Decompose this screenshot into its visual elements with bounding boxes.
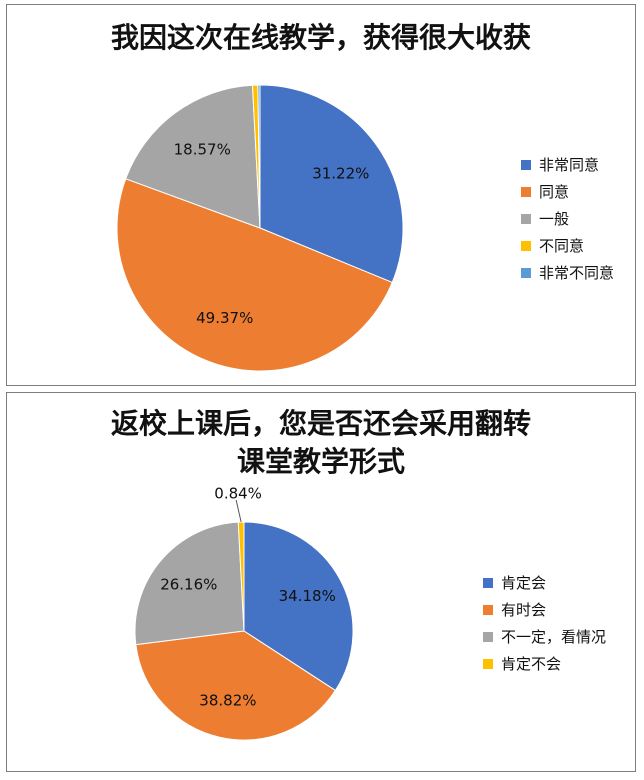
data-label: 34.18% — [279, 587, 336, 605]
legend-item: 一般 — [521, 205, 614, 232]
legend: 肯定会有时会不一定，看情况 肯定不会 — [483, 569, 606, 677]
legend-label: 不一定，看情况 — [501, 628, 607, 646]
legend-label: 一般 — [539, 210, 570, 228]
pie-slice — [259, 84, 404, 284]
legend-item: 非常不同意 — [521, 259, 614, 286]
legend-swatch — [483, 577, 493, 588]
chart-title-line-2: 课堂教学形式 — [236, 445, 405, 478]
legend-swatch — [521, 159, 531, 170]
pie-slice — [116, 178, 393, 372]
pie-slice — [125, 84, 261, 229]
legend-swatch — [483, 658, 493, 669]
pie-slice — [135, 630, 337, 741]
legend-swatch — [483, 631, 493, 642]
data-label: 0.84% — [214, 485, 262, 503]
chart-panel-1: 我因这次在线教学，获得很大收获 31.22% 49.37% 18.57% 非常同意同… — [6, 4, 636, 386]
data-label: 26.16% — [160, 575, 217, 593]
data-label: 31.22% — [312, 164, 369, 182]
data-label: 38.82% — [199, 692, 256, 710]
data-label: 18.57% — [174, 140, 231, 158]
legend-item: 肯定会 — [483, 569, 606, 596]
legend-label: 肯定会 — [501, 574, 547, 592]
legend-label: 非常不同意 — [539, 264, 615, 282]
legend-item: 肯定不会 — [483, 650, 606, 677]
legend-label: 不同意 — [539, 237, 585, 255]
pie-slice — [134, 521, 245, 646]
legend: 非常同意同意一般不同意非常不同意 — [521, 151, 614, 286]
chart-panel-2: 返校上课后，您是否还会采用翻转 课堂教学形式 34.18% 38.82% 26.16… — [6, 392, 636, 772]
legend-item: 非常同意 — [521, 151, 614, 178]
legend-label: 非常同意 — [539, 156, 600, 174]
legend-item: 不一定，看情况 — [483, 623, 606, 650]
pie-slice — [237, 521, 245, 632]
legend-swatch — [521, 240, 531, 251]
legend-swatch — [521, 186, 531, 197]
pie-chart-1: 31.22% 49.37% 18.57% — [116, 84, 404, 372]
legend-swatch — [483, 604, 493, 615]
data-label: 49.37% — [196, 309, 253, 327]
legend-item: 不同意 — [521, 232, 614, 259]
chart-title: 我因这次在线教学，获得很大收获 — [110, 21, 531, 54]
legend-label: 肯定不会 — [501, 655, 562, 673]
pie-chart-2: 34.18% 38.82% 26.16% 0.84% — [134, 485, 354, 741]
legend-swatch — [521, 267, 531, 278]
pie-slice — [257, 84, 261, 229]
legend-label: 有时会 — [501, 601, 547, 619]
label-leader-line — [235, 499, 242, 523]
legend-item: 同意 — [521, 178, 614, 205]
legend-swatch — [521, 213, 531, 224]
legend-label: 同意 — [539, 183, 570, 201]
chart-title-line-1: 返校上课后，您是否还会采用翻转 — [110, 407, 531, 440]
legend-item: 有时会 — [483, 596, 606, 623]
